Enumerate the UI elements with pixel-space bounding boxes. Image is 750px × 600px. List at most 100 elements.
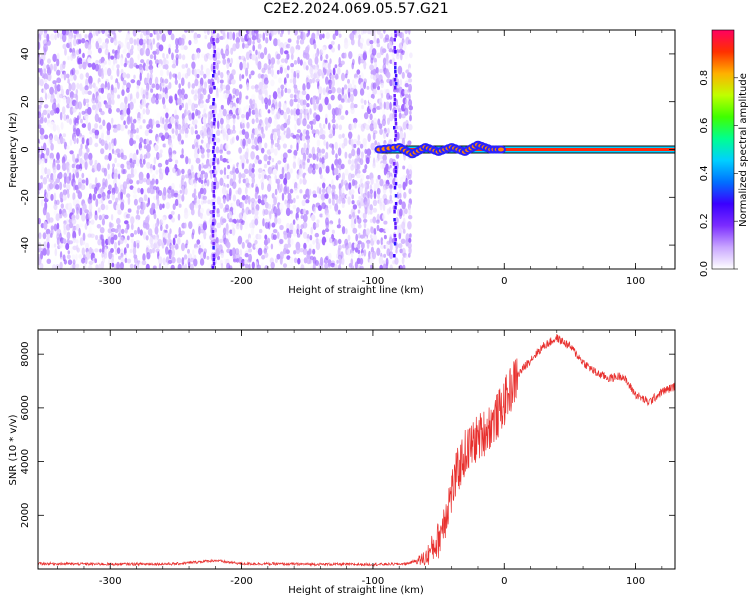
spectrogram-streak-cell (393, 86, 397, 90)
spectrogram-streak-cell (212, 82, 215, 86)
spectrogram-noise-cell (305, 129, 310, 136)
spectrogram-noise-cell (318, 103, 323, 113)
spectrogram-noise-cell (130, 238, 134, 244)
spectrogram-noise-cell (319, 174, 323, 180)
spectrogram-noise-cell (255, 56, 259, 66)
spectrogram-noise-cell (362, 168, 367, 174)
spectrogram-noise-cell (318, 261, 324, 269)
spectrogram-noise-cell (76, 247, 80, 253)
spectrogram-noise-cell (155, 83, 160, 91)
spectrogram-noise-cell (56, 152, 60, 161)
spectrogram-noise-cell (257, 198, 262, 204)
spectrogram-noise-cell (142, 119, 146, 124)
spectrogram-noise-cell (270, 261, 275, 269)
spectrogram-noise-cell (146, 203, 149, 208)
spectrogram-noise-cell (358, 195, 362, 200)
spectrogram-noise-cell (372, 207, 378, 213)
spectrogram-noise-cell (353, 88, 358, 97)
spectrogram-noise-cell (356, 147, 361, 157)
spectrogram-noise-cell (183, 212, 189, 219)
spectrogram-streak-cell (211, 230, 215, 234)
spectrogram-noise-cell (311, 214, 316, 222)
spectrogram-streak-cell (213, 62, 216, 66)
spectrogram-noise-cell (194, 130, 198, 135)
spectrogram-noise-cell (132, 159, 137, 165)
spectrogram-noise-cell (372, 199, 378, 206)
spectrogram-noise-cell (56, 58, 60, 67)
spectrogram-noise-cell (129, 185, 134, 190)
spectrogram-noise-cell (207, 30, 210, 36)
spectrogram-noise-cell (161, 82, 166, 89)
spectrogram-noise-cell (299, 117, 302, 125)
spectrogram-noise-cell (237, 235, 243, 245)
spectrogram-noise-cell (39, 96, 44, 106)
spectrogram-noise-cell (171, 182, 175, 190)
spectrogram-noise-cell (385, 53, 389, 62)
spectrogram-streak-cell (394, 62, 397, 66)
spectrogram-noise-cell (67, 259, 73, 266)
spectrogram-noise-cell (264, 174, 267, 179)
spectrogram-noise-cell (87, 122, 92, 131)
spectrogram-streak-cell (213, 118, 216, 122)
spectrogram-noise-cell (56, 199, 60, 205)
spectrogram-noise-cell (162, 53, 165, 59)
spectrogram-noise-cell (395, 88, 400, 93)
spectrogram-noise-cell (244, 232, 248, 239)
spectrogram-noise-cell (87, 57, 92, 64)
spectrogram-noise-cell (341, 72, 345, 82)
spectrogram-noise-cell (232, 181, 237, 190)
spectrogram-noise-cell (400, 238, 406, 244)
spectrogram-noise-cell (126, 162, 132, 170)
spectrogram-noise-cell (314, 163, 319, 170)
spectrogram-noise-cell (53, 63, 57, 72)
spectrogram-streak-cell (213, 86, 216, 90)
spectrogram-noise-cell (208, 54, 214, 61)
spectrogram-noise-cell (282, 143, 287, 149)
spectrogram-noise-cell (359, 78, 364, 83)
spectrogram-noise-cell (388, 132, 392, 141)
colorbar-tick-label: 0.0 (699, 261, 710, 277)
spectrogram-noise-cell (205, 234, 210, 240)
spectrogram-noise-cell (377, 85, 380, 91)
spectrogram-noise-cell (49, 110, 55, 116)
spectrogram-streak-cell (213, 182, 216, 186)
spectrogram-noise-cell (110, 214, 114, 221)
spectrogram-noise-cell (338, 264, 342, 269)
spectrogram-noise-cell (348, 131, 353, 140)
spectrogram-noise-cell (377, 174, 381, 180)
spectrogram-noise-cell (106, 122, 112, 131)
spectrogram-noise-cell (175, 248, 179, 256)
spectrogram-noise-cell (324, 241, 329, 250)
spectrogram-noise-cell (152, 188, 156, 194)
spectrogram-noise-cell (286, 88, 292, 94)
spectrogram-noise-cell (181, 168, 185, 175)
spectrogram-noise-cell (409, 52, 413, 59)
spectrogram-noise-cell (129, 63, 134, 69)
spectrogram-noise-cell (63, 71, 67, 81)
spectrogram-noise-cell (137, 53, 140, 61)
spectrogram-noise-cell (166, 53, 169, 59)
spectrogram-noise-cell (56, 163, 61, 171)
spectrogram-noise-cell (179, 189, 183, 194)
spectrogram-noise-cell (389, 113, 394, 122)
spectrogram-noise-cell (334, 194, 339, 200)
spectrogram-noise-cell (223, 197, 226, 204)
spectrogram-noise-cell (174, 48, 179, 54)
spectrogram-noise-cell (99, 227, 105, 234)
spectrogram-noise-cell (50, 232, 53, 238)
spectrogram-noise-cell (331, 118, 336, 124)
spectrogram-noise-cell (372, 162, 376, 169)
spectrogram-noise-cell (127, 208, 132, 213)
spectrogram-noise-cell (133, 98, 136, 104)
spectrogram-noise-cell (359, 257, 364, 265)
spectrogram-noise-cell (100, 196, 104, 204)
spectrogram-noise-cell (383, 220, 388, 225)
spectrogram-noise-cell (216, 157, 220, 167)
spectrogram-noise-cell (338, 218, 341, 226)
spectrogram-noise-cell (251, 137, 255, 146)
spectrogram-noise-cell (81, 137, 85, 145)
spectrogram-noise-cell (241, 173, 246, 179)
spectrogram-noise-cell (85, 192, 88, 198)
spectrogram-noise-cell (126, 87, 130, 93)
spectrogram-noise-cell (285, 249, 290, 255)
